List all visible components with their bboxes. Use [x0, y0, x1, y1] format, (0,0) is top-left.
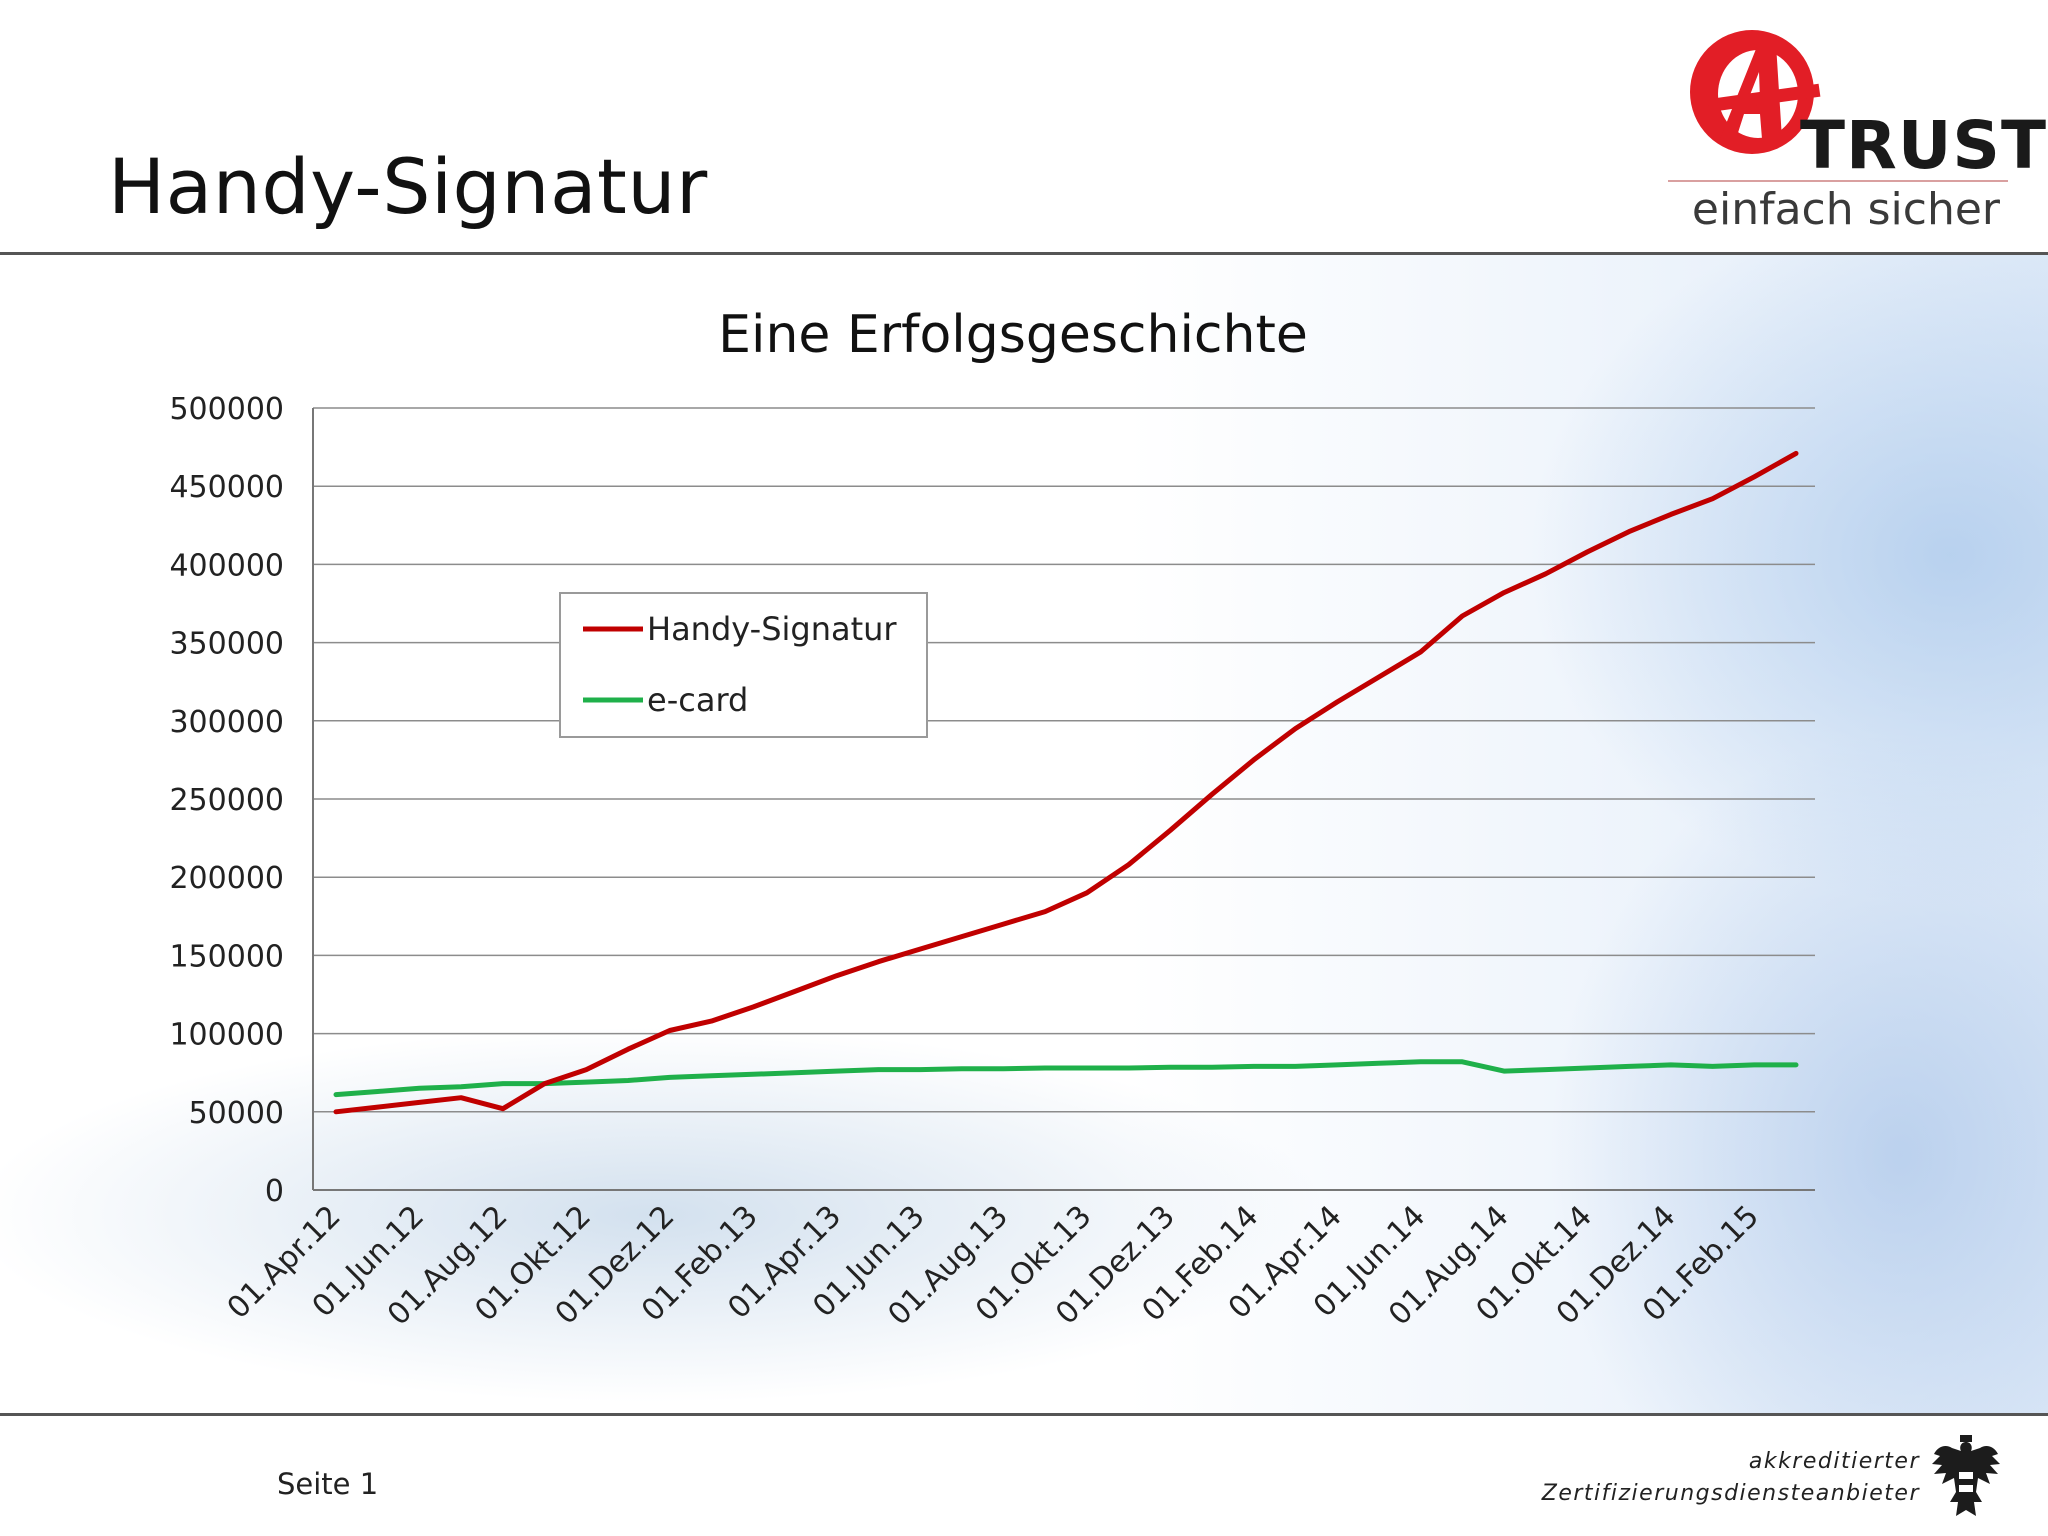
- y-tick-label: 500000: [169, 392, 284, 427]
- accreditation-line-1: akkreditierter: [1748, 1449, 1920, 1474]
- y-tick-label: 300000: [169, 705, 284, 740]
- y-tick-label: 350000: [169, 627, 284, 662]
- accreditation-text: akkreditierter Zertifizierungsdiensteanb…: [1420, 1446, 1920, 1510]
- y-tick-label: 400000: [169, 548, 284, 583]
- header-divider: [0, 252, 2048, 255]
- chart-legend: Handy-Signatur e-card: [559, 592, 928, 738]
- series-line-handy-signatur: [333, 450, 1799, 1115]
- legend-box: [559, 592, 928, 738]
- y-axis-tick-labels: 0 50000 100000 150000 200000 250000 300000 3500…: [169, 392, 284, 1209]
- a-trust-logo: TRUST einfach sicher: [1660, 12, 2047, 242]
- y-tick-label: 50000: [189, 1096, 284, 1131]
- accreditation-line-2: Zertifizierungsdiensteanbieter: [1541, 1481, 1920, 1506]
- chart-series: [333, 450, 1799, 1115]
- chart-gridlines: [313, 407, 1815, 1113]
- y-tick-label: 250000: [169, 783, 284, 818]
- chart-title: Eine Erfolgsgeschichte: [718, 305, 1308, 365]
- background-decoration: [0, 255, 2048, 1415]
- legend-label-e-card: e-card: [647, 681, 748, 719]
- legend-label-handy-signatur: Handy-Signatur: [647, 610, 897, 648]
- page-number: Seite 1: [277, 1467, 379, 1501]
- logo-letter-a: [1720, 44, 1782, 139]
- y-tick-label: 0: [265, 1174, 284, 1209]
- logo-underline: [1668, 180, 2008, 182]
- logo-tagline: einfach sicher: [1691, 184, 2000, 235]
- a-trust-emblem-icon: [1690, 30, 1821, 154]
- austrian-eagle-icon: [1932, 1435, 2000, 1516]
- logo-brand-text: TRUST: [1800, 107, 2047, 184]
- y-tick-label: 450000: [169, 470, 284, 505]
- line-chart: Eine Erfolgsgeschichte 0 50000 100000 15000…: [169, 305, 1815, 1333]
- x-axis-tick-labels: 01.Apr.1201.Jun.1201.Aug.1201.Okt.1201.D…: [221, 1199, 1766, 1333]
- page-title: Handy-Signatur: [108, 142, 708, 231]
- series-line-e-card: [333, 1059, 1799, 1098]
- y-tick-label: 100000: [169, 1018, 284, 1053]
- y-tick-label: 200000: [169, 861, 284, 896]
- y-tick-label: 150000: [169, 939, 284, 974]
- logo-cross-bar: [1707, 83, 1821, 113]
- footer-divider: [0, 1413, 2048, 1416]
